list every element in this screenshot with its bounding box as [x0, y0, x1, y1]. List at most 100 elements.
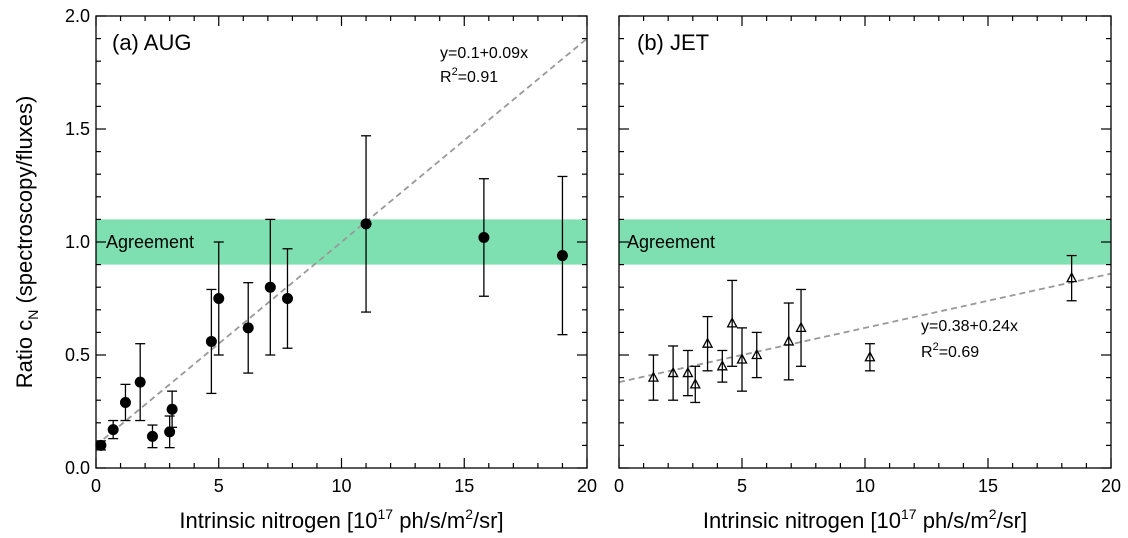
xlabel-suffix-b: ph/s/m [917, 508, 989, 533]
y-tick-label: 2.0 [65, 6, 90, 26]
agreement-label-b: Agreement [627, 232, 715, 252]
point-marker [795, 321, 807, 333]
r2-exp-b: 2 [933, 341, 939, 353]
point-marker [119, 396, 131, 408]
xlabel-a: Intrinsic nitrogen [10 [179, 508, 377, 533]
fit-line-b [618, 272, 1112, 383]
point-marker [478, 231, 490, 243]
point-marker [264, 281, 276, 293]
x-tick-label: 20 [1101, 476, 1121, 496]
ticks-b [618, 15, 1112, 469]
data-point [360, 135, 372, 313]
data-point [164, 415, 176, 449]
point-marker [751, 348, 763, 360]
data-point [107, 419, 119, 440]
panel-label-a: (a) AUG [112, 30, 191, 55]
panel-b: Agreement 0 5 10 15 20 (b) JET y=0.38+0.24x … [614, 15, 1121, 533]
point-marker [213, 293, 225, 304]
data-point [146, 424, 158, 449]
fit-line [618, 272, 1112, 383]
fit-equation-a: y=0.1+0.09x [440, 45, 528, 62]
point-marker [146, 430, 158, 442]
r2-value-b: =0.69 [939, 344, 980, 361]
data-point [205, 288, 217, 395]
r2-exp-a: 2 [452, 66, 458, 78]
point-marker [667, 366, 679, 378]
r2-prefix-a: R [440, 69, 452, 86]
data-points-a [95, 135, 568, 451]
point-marker [556, 250, 568, 262]
fit-equation-b: y=0.38+0.24x [921, 318, 1018, 335]
data-point [119, 383, 131, 422]
point-marker [134, 376, 146, 388]
data-point [716, 349, 728, 383]
tick-labels-b: 0 5 10 15 20 [614, 476, 1121, 496]
x-tick-label: 20 [577, 476, 597, 496]
xlabel-exp-a: 17 [378, 506, 394, 522]
point-marker [864, 350, 876, 362]
agreement-band-a [96, 219, 587, 265]
y-tick-label: 1.0 [65, 232, 90, 252]
data-point [166, 390, 178, 428]
point-marker [107, 424, 119, 436]
data-point [736, 327, 748, 392]
x-tick-label: 10 [331, 476, 351, 496]
point-marker [783, 335, 795, 346]
ylabel-main: Ratio c [12, 320, 37, 388]
x-axis-title-b: Intrinsic nitrogen [1017 ph/s/m2/sr] [703, 506, 1027, 533]
x-tick-label: 15 [454, 476, 474, 496]
point-marker [682, 366, 694, 378]
point-marker [205, 335, 217, 347]
ylabel-end: (spectroscopy/fluxes) [12, 96, 37, 310]
r2-prefix-b: R [921, 344, 933, 361]
ticks-a [95, 15, 588, 469]
data-point [264, 218, 276, 356]
agreement-band-rect [96, 219, 587, 265]
point-marker [736, 353, 748, 364]
x-tick-label: 15 [978, 476, 998, 496]
data-point [134, 343, 146, 422]
xlabel-end-a: /sr] [473, 508, 504, 533]
fit-r2-b: R2=0.69 [921, 341, 979, 361]
point-marker [647, 371, 660, 382]
x-axis-title-a: Intrinsic nitrogen [1017 ph/s/m2/sr] [179, 506, 503, 533]
data-point [795, 288, 807, 367]
point-marker [242, 322, 254, 334]
panel-label-b: (b) JET [637, 30, 709, 55]
y-axis-title: Ratio cN (spectroscopy/fluxes) [12, 96, 41, 389]
fit-line-a [95, 37, 588, 447]
r2-value-a: =0.91 [458, 69, 499, 86]
panel-a: Agreement 0 5 10 15 20 0.0 0.5 1.0 1.5 2.0 (a) AU… [12, 6, 597, 533]
xlabel-exp2-b: 2 [989, 506, 997, 522]
y-tick-label: 0.5 [65, 345, 90, 365]
xlabel-exp2-a: 2 [465, 506, 473, 522]
data-point [478, 178, 490, 297]
point-marker [281, 293, 293, 304]
point-marker [166, 403, 178, 415]
data-point [647, 354, 660, 401]
data-point [751, 331, 763, 379]
ylabel-sub: N [25, 310, 41, 320]
point-marker [701, 337, 714, 348]
tick-labels-a: 0 5 10 15 20 0.0 0.5 1.0 1.5 2.0 [65, 6, 597, 496]
agreement-band-rect [619, 219, 1111, 265]
fit-line [95, 37, 588, 447]
x-tick-label: 5 [737, 476, 747, 496]
data-point [667, 345, 679, 401]
point-marker [360, 218, 372, 230]
data-point [701, 315, 714, 372]
data-point [783, 302, 795, 381]
x-tick-label: 10 [855, 476, 875, 496]
data-point [556, 175, 568, 336]
fit-annotation-a: y=0.1+0.09x R2=0.91 [440, 45, 528, 86]
point-marker [726, 316, 738, 328]
data-point [726, 279, 738, 367]
data-point [864, 343, 876, 372]
point-marker [716, 359, 728, 371]
point-marker [689, 377, 701, 389]
xlabel-end-b: /sr] [997, 508, 1028, 533]
agreement-label-a: Agreement [106, 232, 194, 252]
agreement-band-b [619, 219, 1111, 265]
xlabel-b: Intrinsic nitrogen [10 [703, 508, 901, 533]
